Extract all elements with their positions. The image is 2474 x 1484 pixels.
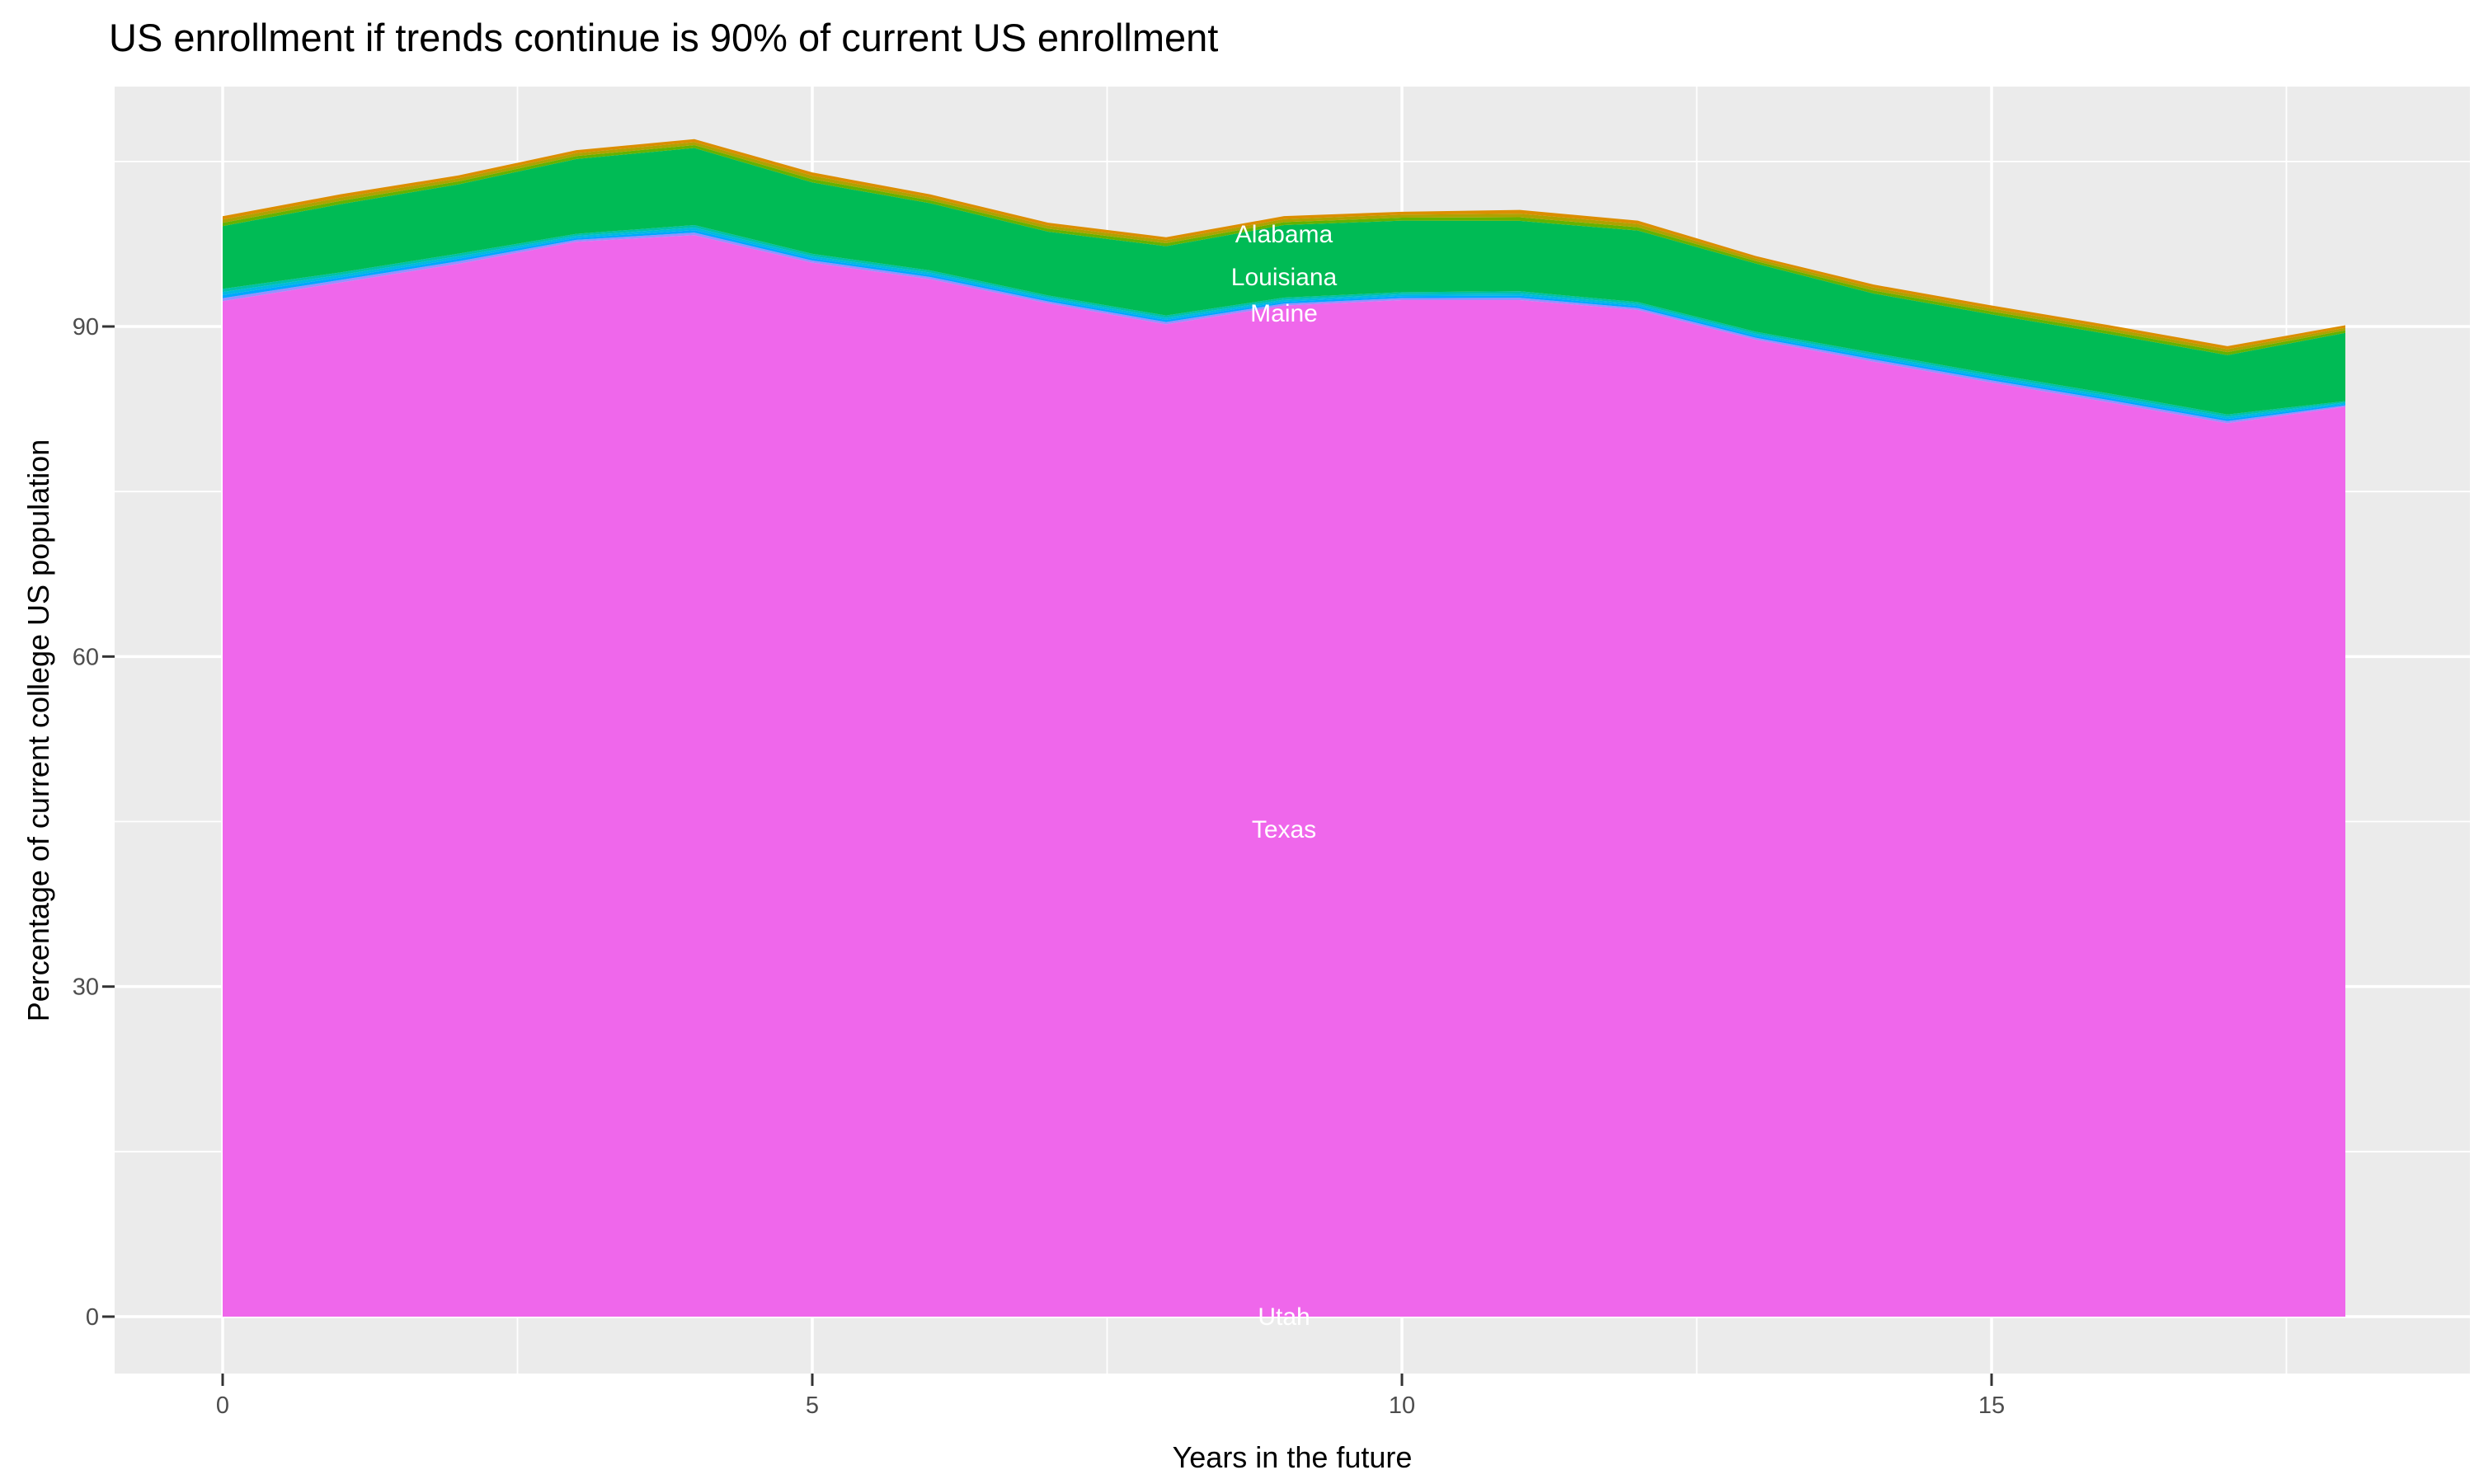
x-axis-title: Years in the future — [1172, 1440, 1413, 1474]
x-tick-label: 0 — [216, 1392, 229, 1419]
x-tick-label: 15 — [1978, 1392, 2005, 1419]
y-tick-label: 0 — [86, 1304, 99, 1331]
area-texas — [223, 235, 2345, 1317]
state-label-utah: Utah — [1258, 1303, 1310, 1331]
x-tick-label: 5 — [806, 1392, 819, 1419]
state-label-louisiana: Louisiana — [1231, 264, 1338, 291]
x-tick-label: 10 — [1389, 1392, 1415, 1419]
y-axis-title: Percentage of current college US populat… — [21, 439, 55, 1022]
y-tick-label: 90 — [73, 314, 99, 340]
y-tick-label: 30 — [73, 974, 99, 1001]
state-label-maine: Maine — [1250, 300, 1318, 327]
area-louisiana — [223, 148, 2345, 415]
y-tick-label: 60 — [73, 644, 99, 670]
chart-title: US enrollment if trends continue is 90% … — [109, 16, 1219, 59]
state-label-texas: Texas — [1252, 816, 1316, 843]
state-label-alabama: Alabama — [1235, 221, 1333, 248]
